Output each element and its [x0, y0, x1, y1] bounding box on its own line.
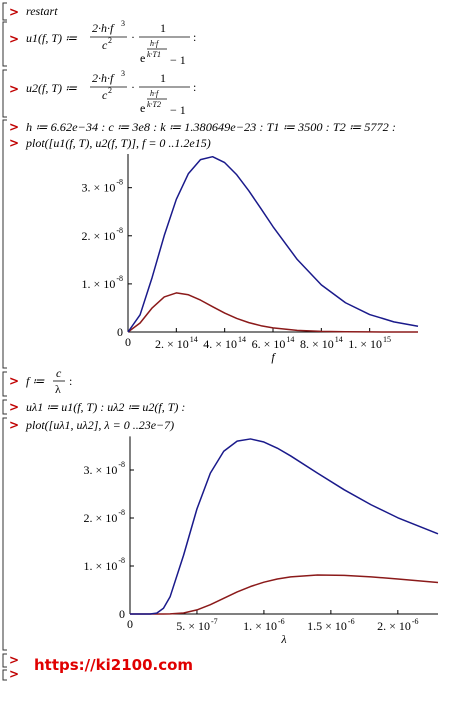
terminator: : — [193, 30, 196, 44]
y-tick-label: 1. × 10 — [84, 559, 118, 573]
u1-definition: u1(f, T) ≔ 2·h·f 3 c 2 · 1 e h·f k·T1 − … — [26, 19, 196, 67]
x-tick-exponent: -6 — [278, 617, 285, 626]
denominator: λ — [55, 382, 61, 396]
x-tick-exponent: 15 — [383, 335, 391, 344]
denominator: c — [102, 38, 108, 52]
x-tick-label: 5. × 10 — [176, 619, 210, 633]
x-tick-label: 8. × 10 — [300, 337, 334, 351]
dot: · — [131, 80, 135, 94]
exp-num: h·f — [150, 89, 160, 98]
y-tick-exponent: -8 — [118, 508, 125, 517]
lhs: u2(f, T) ≔ — [26, 81, 78, 95]
y-tick-exponent: -8 — [116, 274, 123, 283]
x-tick-exponent: -7 — [211, 617, 218, 626]
f-definition: f ≔ c λ : — [26, 366, 72, 396]
y-tick-label: 1. × 10 — [82, 277, 116, 291]
exponent: 2 — [108, 86, 112, 95]
curve — [130, 574, 439, 615]
x-tick-exponent: 14 — [190, 335, 198, 344]
dot: · — [131, 30, 135, 44]
svg-text:>: > — [9, 82, 19, 96]
x-tick-label: 0 — [127, 617, 133, 631]
exp-den: k·T2 — [147, 100, 161, 109]
numerator: c — [56, 366, 62, 380]
x-tick-exponent: 14 — [238, 335, 246, 344]
x-tick-label: 2. × 10 — [155, 337, 189, 351]
y-tick-label: 2. × 10 — [84, 511, 118, 525]
terminator: : — [69, 374, 72, 388]
y-tick-label: 3. × 10 — [84, 463, 118, 477]
x-tick-label: 1.5 × 10 — [307, 619, 347, 633]
u2-definition: u2(f, T) ≔ 2·h·f 3 c 2 · 1 e h·f k·T2 − … — [26, 69, 196, 117]
y-tick-exponent: -8 — [116, 226, 123, 235]
svg-text:>: > — [9, 418, 19, 432]
exponent: 3 — [121, 69, 125, 78]
y-tick-label: 0 — [119, 607, 125, 621]
x-tick-label: 4. × 10 — [203, 337, 237, 351]
y-tick-label: 0 — [117, 325, 123, 339]
prompts: > > > > > > > > > > — [9, 5, 19, 681]
x-tick-exponent: 14 — [286, 335, 294, 344]
x-axis-label: f — [271, 350, 276, 364]
lhs: u1(f, T) ≔ — [26, 31, 78, 45]
command: plot([u1(f, T), u2(f, T)], f = 0 ..1.2e1… — [25, 136, 211, 150]
y-tick-label: 2. × 10 — [82, 229, 116, 243]
svg-text:>: > — [9, 5, 19, 19]
svg-text:>: > — [9, 653, 19, 667]
curve — [127, 155, 419, 333]
curve — [130, 438, 439, 615]
x-tick-exponent: -6 — [348, 617, 355, 626]
numerator: 2·h·f — [92, 71, 115, 85]
exponent: 3 — [121, 19, 125, 28]
x-tick-exponent: -6 — [412, 617, 419, 626]
x-tick-label: 2. × 10 — [377, 619, 411, 633]
x-tick-label: 1. × 10 — [243, 619, 277, 633]
watermark: https://ki2100.com — [34, 656, 193, 674]
command: restart — [26, 4, 58, 18]
numerator: 2·h·f — [92, 21, 115, 35]
exponent: 2 — [108, 36, 112, 45]
x-tick-label: 0 — [125, 335, 131, 349]
e: e — [140, 101, 145, 115]
terminator: : — [193, 80, 196, 94]
svg-text:>: > — [9, 400, 19, 414]
svg-text:>: > — [9, 136, 19, 150]
y-tick-exponent: -8 — [116, 178, 123, 187]
x-axis-label: λ — [280, 632, 286, 646]
svg-text:>: > — [9, 32, 19, 46]
lhs: f ≔ — [26, 374, 45, 388]
minus-one: − 1 — [170, 53, 186, 67]
exp-den: k·T1 — [147, 50, 161, 59]
numerator: 1 — [160, 21, 166, 35]
x-tick-exponent: 14 — [335, 335, 343, 344]
y-tick-exponent: -8 — [118, 556, 125, 565]
numerator: 1 — [160, 71, 166, 85]
brackets — [2, 2, 7, 681]
svg-text:>: > — [9, 120, 19, 134]
svg-text:>: > — [9, 374, 19, 388]
command: plot([uλ1, uλ2], λ = 0 ..23e−7) — [25, 418, 174, 432]
x-tick-label: 1. × 10 — [348, 337, 382, 351]
e: e — [140, 51, 145, 65]
y-tick-exponent: -8 — [118, 460, 125, 469]
curve — [127, 292, 419, 333]
denominator: c — [102, 88, 108, 102]
command: uλ1 ≔ u1(f, T) : uλ2 ≔ u2(f, T) : — [26, 400, 185, 414]
command: h ≔ 6.62e−34 : c ≔ 3e8 : k ≔ 1.380649e−2… — [26, 120, 396, 134]
minus-one: − 1 — [170, 103, 186, 117]
svg-text:>: > — [9, 667, 19, 681]
y-tick-label: 3. × 10 — [82, 181, 116, 195]
x-tick-label: 6. × 10 — [252, 337, 286, 351]
exp-num: h·f — [150, 39, 160, 48]
